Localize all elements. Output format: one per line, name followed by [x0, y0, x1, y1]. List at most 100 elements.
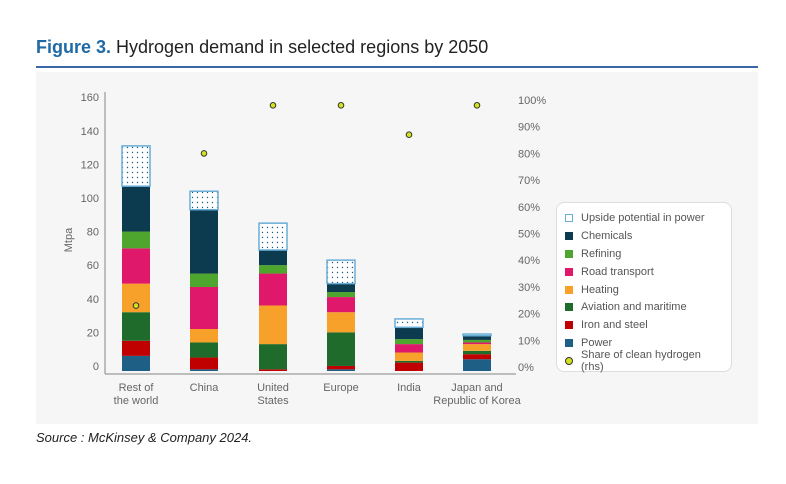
title-rule	[36, 66, 758, 68]
y2-tick-label: 0%	[518, 362, 534, 374]
legend-swatch	[565, 321, 573, 330]
bar-segment	[395, 362, 423, 371]
figure-title-text: Hydrogen demand in selected regions by 2…	[116, 37, 489, 57]
share-marker	[200, 150, 208, 157]
x-tick-label: United States	[257, 382, 289, 407]
bar-segment	[258, 222, 288, 251]
share-marker	[269, 102, 277, 109]
legend-item: Refining	[565, 245, 723, 263]
y-tick-label: 120	[81, 159, 99, 171]
y-tick-label: 40	[87, 294, 99, 306]
y2-tick-label: 10%	[518, 335, 540, 347]
y-tick-label: 20	[87, 327, 99, 339]
x-tick-label: Rest of the world	[114, 382, 159, 407]
bar-segment	[190, 369, 218, 371]
bar-segment	[394, 318, 424, 329]
legend-swatch	[565, 249, 573, 258]
legend-label: Heating	[581, 283, 619, 296]
bar-segment	[327, 283, 355, 293]
bar-segment	[122, 355, 150, 371]
bar-segment	[190, 287, 218, 329]
bar-segment	[463, 342, 491, 345]
bar-segment	[463, 339, 491, 343]
legend-item: Chemicals	[565, 227, 723, 245]
bar-segment	[395, 352, 423, 361]
bar-segment	[259, 369, 287, 371]
y2-tick-label: 100%	[518, 95, 546, 107]
bar-segment	[327, 292, 355, 298]
x-tick-label: India	[397, 382, 422, 394]
bar-segment	[259, 265, 287, 274]
share-marker	[405, 131, 413, 139]
y-tick-label: 140	[81, 126, 99, 138]
legend-label: Power	[581, 337, 613, 350]
bar-segment	[190, 329, 218, 343]
bar-segment	[327, 332, 355, 366]
legend-swatch	[565, 231, 573, 240]
bar-segment	[395, 339, 423, 345]
bar-segment	[122, 248, 150, 284]
y2-tick-label: 70%	[518, 175, 540, 187]
legend-item: Heating	[565, 281, 723, 299]
share-marker	[132, 302, 140, 309]
bar-segment	[463, 335, 491, 340]
y-tick-label: 160	[81, 92, 99, 104]
bar-segment	[463, 344, 491, 351]
legend-item: Power	[565, 334, 723, 352]
legend-swatch	[565, 339, 573, 348]
bar-segment	[190, 342, 218, 358]
y2-tick-label: 40%	[518, 255, 540, 267]
x-tick-label: Europe	[323, 382, 358, 394]
bar-segment	[327, 365, 355, 370]
legend-item: Road transport	[565, 263, 723, 281]
legend-label: Iron and steel	[581, 319, 648, 332]
bar-segment	[327, 369, 355, 371]
x-tick-label: China	[190, 382, 220, 394]
bar-segment	[190, 209, 218, 274]
bar-segment	[190, 357, 218, 370]
bar-segment	[259, 250, 287, 266]
bar-segment	[462, 333, 492, 337]
y2-tick-label: 80%	[518, 148, 540, 160]
share-marker	[473, 102, 481, 109]
legend-label: Chemicals	[581, 229, 633, 242]
y-axis-label: Mtpa	[63, 227, 75, 252]
legend: Upside potential in power Chemicals Refini…	[556, 202, 732, 374]
y2-tick-label: 90%	[518, 122, 540, 134]
y2-tick-label: 20%	[518, 309, 540, 321]
bar-segment	[327, 297, 355, 313]
bar-segment	[395, 360, 423, 363]
legend-swatch	[565, 303, 573, 312]
bar-segment	[259, 305, 287, 345]
figure-label: Figure 3.	[36, 37, 112, 57]
legend-item: Share of clean hydrogen (rhs)	[565, 349, 723, 374]
bar-segment	[122, 186, 150, 232]
y2-tick-label: 50%	[518, 229, 540, 241]
bar-segment	[463, 354, 491, 360]
legend-label: Share of clean hydrogen (rhs)	[581, 349, 701, 374]
legend-label: Road transport	[581, 265, 654, 278]
bar-segment	[259, 273, 287, 306]
y2-tick-label: 60%	[518, 202, 540, 214]
source-note: Source : McKinsey & Company 2024.	[36, 430, 253, 445]
bar-segment	[395, 344, 423, 353]
legend-swatch	[565, 267, 573, 276]
legend-label: Refining	[581, 247, 622, 260]
bar-segment	[327, 312, 355, 333]
legend-item: Iron and steel	[565, 316, 723, 334]
legend-label: Aviation and maritime	[581, 301, 687, 314]
legend-swatch	[565, 213, 573, 222]
share-marker	[337, 102, 345, 109]
bar-segment	[122, 340, 150, 356]
bar-segment	[395, 327, 423, 340]
y-tick-label: 0	[93, 361, 99, 373]
bar-segment	[121, 145, 151, 187]
legend-item: Upside potential in power	[565, 209, 723, 227]
bar-segment	[463, 359, 491, 371]
bar-segment	[463, 350, 491, 355]
bar-segment	[122, 231, 150, 249]
figure-title: Figure 3. Hydrogen demand in selected re…	[36, 37, 488, 58]
bar-segment	[190, 273, 218, 287]
y-tick-label: 80	[87, 227, 99, 239]
